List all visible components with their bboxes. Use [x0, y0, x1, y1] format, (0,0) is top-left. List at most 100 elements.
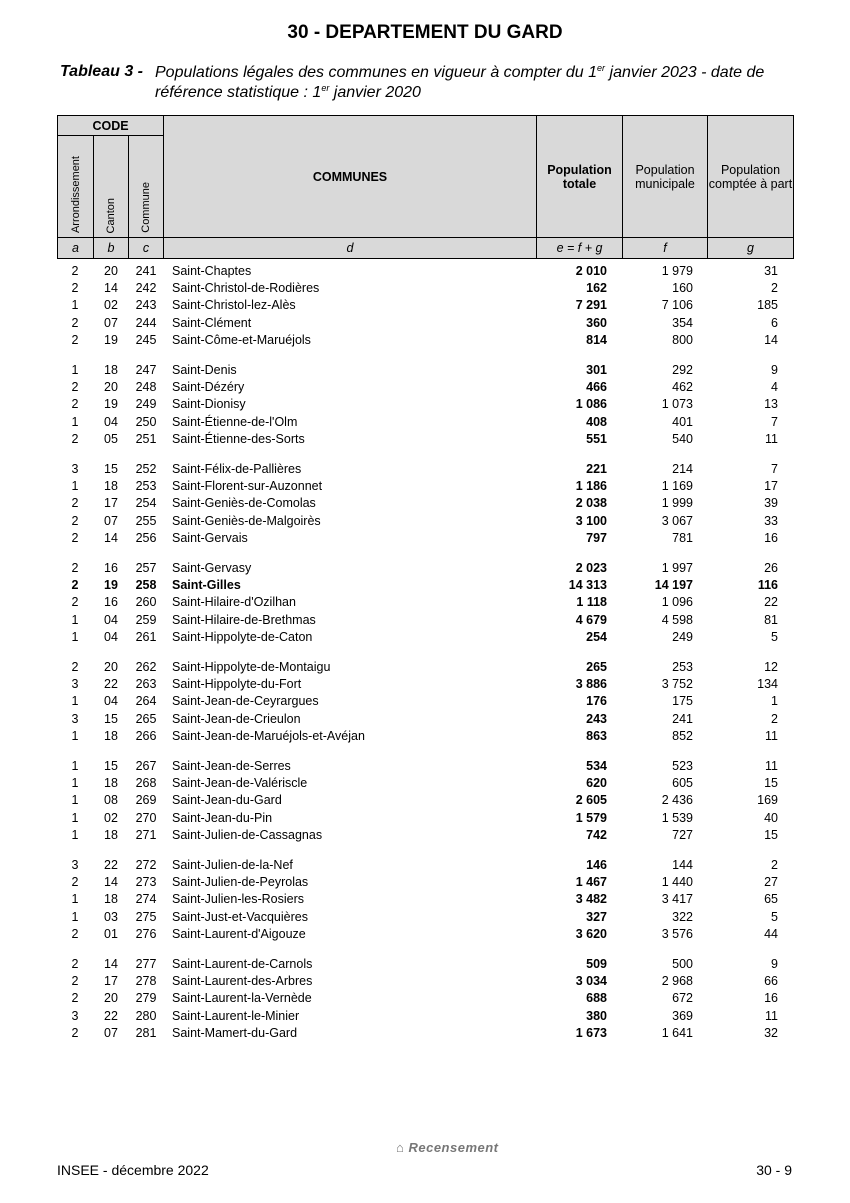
table-row: 2 01 276 Saint-Laurent-d'Aigouze 3 620 3 576 4… — [0, 926, 850, 943]
code-cell: 20 — [104, 991, 118, 1006]
population-cell: 3 034 — [575, 974, 607, 989]
table-row: 2 16 257 Saint-Gervasy 2 023 1 997 26 — [0, 560, 850, 577]
population-cell: 852 — [672, 728, 693, 743]
population-cell: 1 997 — [661, 561, 693, 575]
population-cell: 11 — [765, 1008, 778, 1023]
population-cell: 3 620 — [575, 926, 607, 941]
population-cell: 2 — [771, 281, 778, 296]
population-cell: 14 197 — [654, 578, 693, 593]
population-cell: 17 — [764, 479, 778, 494]
code-cell: 273 — [135, 875, 157, 890]
code-cell: 2 — [71, 281, 79, 296]
table-row: 2 17 254 Saint-Geniès-de-Comolas 2 038 1 999 3… — [0, 495, 850, 512]
population-cell: 3 752 — [661, 677, 693, 692]
caption-text: Populations légales des communes en vigu… — [155, 64, 598, 81]
population-cell: 11 — [765, 431, 778, 446]
commune-name: Saint-Hilaire-de-Brethmas — [172, 612, 316, 627]
column-letter: c — [128, 237, 164, 259]
population-cell: 254 — [586, 629, 607, 644]
code-cell: 19 — [104, 332, 118, 347]
code-cell: 241 — [135, 264, 157, 278]
population-cell: 40 — [764, 810, 778, 825]
population-cell: 26 — [764, 561, 778, 575]
population-cell: 2 605 — [575, 793, 607, 808]
code-cell: 18 — [104, 827, 118, 842]
table-row: 1 08 269 Saint-Jean-du-Gard 2 605 2 436 169 — [0, 792, 850, 809]
population-cell: 66 — [764, 974, 778, 989]
population-cell: 144 — [672, 858, 693, 872]
population-cell: 1 641 — [661, 1025, 693, 1040]
code-cell: 266 — [135, 728, 157, 743]
population-cell: 369 — [672, 1008, 693, 1023]
code-cell: 07 — [104, 513, 118, 528]
table-row: 3 15 252 Saint-Félix-de-Pallières 221 214 7 — [0, 461, 850, 478]
code-cell: 265 — [135, 711, 157, 726]
code-cell: 1 — [71, 728, 79, 743]
code-cell: 244 — [135, 315, 157, 330]
commune-name: Saint-Jean-du-Gard — [172, 793, 282, 808]
code-cell: 269 — [135, 793, 157, 808]
table-row: 3 22 272 Saint-Julien-de-la-Nef 146 144 2 — [0, 857, 850, 874]
population-cell: 221 — [586, 462, 607, 476]
code-cell: 14 — [104, 875, 118, 890]
table-row: 2 14 256 Saint-Gervais 797 781 16 — [0, 530, 850, 547]
table-row: 3 22 280 Saint-Laurent-le-Minier 380 369 11 — [0, 1008, 850, 1025]
code-cell: 268 — [135, 776, 157, 791]
population-cell: 2 — [771, 711, 778, 726]
code-cell: 1 — [71, 776, 79, 791]
code-cell: 2 — [71, 530, 79, 545]
population-cell: 185 — [757, 298, 778, 313]
code-cell: 2 — [71, 875, 79, 890]
code-cell: 1 — [71, 629, 79, 644]
code-cell: 3 — [71, 462, 79, 476]
code-cell: 3 — [71, 858, 79, 872]
population-cell: 354 — [672, 315, 693, 330]
population-cell: 1 086 — [575, 397, 607, 412]
code-column-header: Commune — [128, 135, 164, 238]
code-cell: 2 — [71, 660, 79, 674]
commune-name: Saint-Hilaire-d'Ozilhan — [172, 595, 296, 610]
code-cell: 07 — [104, 315, 118, 330]
population-cell: 523 — [672, 759, 693, 773]
population-cell: 33 — [764, 513, 778, 528]
table-row: 1 18 266 Saint-Jean-de-Maruéjols-et-Avéjan 8… — [0, 728, 850, 745]
population-cell: 1 539 — [661, 810, 693, 825]
code-cell: 272 — [135, 858, 157, 872]
table-row: 1 18 268 Saint-Jean-de-Valériscle 620 605 15 — [0, 775, 850, 792]
code-cell: 280 — [135, 1008, 157, 1023]
population-cell: 4 679 — [575, 612, 607, 627]
commune-name: Saint-Jean-de-Ceyrargues — [172, 694, 319, 709]
population-cell: 5 — [771, 629, 778, 644]
population-cell: 116 — [757, 578, 778, 593]
code-cell: 263 — [135, 677, 157, 692]
code-cell: 15 — [104, 759, 118, 773]
code-cell: 16 — [104, 561, 118, 575]
code-cell: 275 — [135, 909, 157, 924]
population-cell: 672 — [672, 991, 693, 1006]
code-cell: 279 — [135, 991, 157, 1006]
commune-name: Saint-Just-et-Vacquières — [172, 909, 308, 924]
population-cell: 2 436 — [661, 793, 693, 808]
code-cell: 281 — [135, 1025, 157, 1040]
population-cell: 3 886 — [575, 677, 607, 692]
table-row: 2 07 255 Saint-Geniès-de-Malgoirès 3 100 3 06… — [0, 513, 850, 530]
code-cell: 256 — [135, 530, 157, 545]
population-cell: 214 — [672, 462, 693, 476]
code-cell: 1 — [71, 363, 79, 377]
code-cell: 1 — [71, 892, 79, 907]
population-cell: 3 417 — [661, 892, 693, 907]
population-cell: 462 — [672, 380, 693, 395]
code-cell: 18 — [104, 363, 118, 377]
table-row: 1 15 267 Saint-Jean-de-Serres 534 523 11 — [0, 758, 850, 775]
population-cell: 16 — [764, 991, 778, 1006]
code-cell: 2 — [71, 315, 79, 330]
code-cell: 1 — [71, 298, 79, 313]
code-cell: 07 — [104, 1025, 118, 1040]
commune-name: Saint-Geniès-de-Comolas — [172, 496, 316, 511]
page-title: 30 - DEPARTEMENT DU GARD — [287, 22, 563, 43]
code-cell: 250 — [135, 414, 157, 429]
code-cell: 04 — [104, 694, 118, 709]
population-cell: 3 067 — [661, 513, 693, 528]
code-cell: 248 — [135, 380, 157, 395]
